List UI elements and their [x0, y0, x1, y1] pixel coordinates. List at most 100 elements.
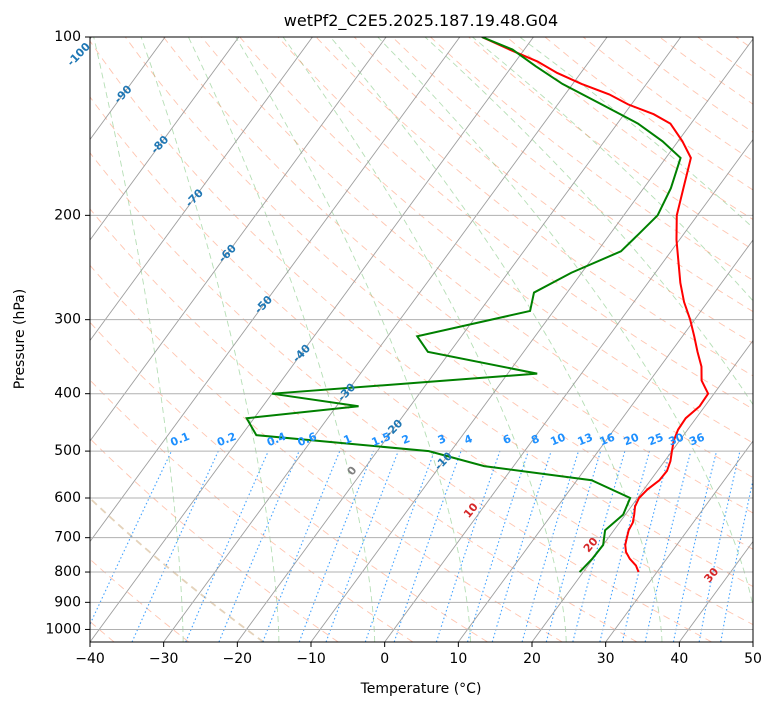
mixing-ratio-label: 13 — [576, 431, 595, 449]
mixing-ratio-line — [491, 450, 552, 642]
mixing-ratio-line — [572, 450, 626, 642]
isotherm-line — [90, 37, 387, 442]
moist-adiabat-line — [472, 37, 753, 302]
moist-adiabat-line — [282, 37, 567, 642]
mixing-ratio-line — [599, 450, 651, 642]
isotherm-line — [90, 37, 240, 241]
mixing-ratio-line — [698, 450, 741, 642]
isotherm-line — [90, 37, 534, 642]
isotherm-line — [90, 37, 461, 543]
x-tick-label: 40 — [670, 651, 688, 667]
mixing-ratio-line — [185, 450, 269, 642]
moist-adiabat-line — [140, 37, 280, 642]
mixing-ratio-label: 30 — [667, 430, 686, 448]
isotherm-label: -40 — [290, 342, 313, 366]
background-lines — [46, 37, 753, 642]
x-tick-label: 50 — [744, 651, 762, 667]
mixing-ratio-label: 0.6 — [296, 430, 319, 449]
mixing-ratio-label: 1 — [342, 432, 354, 447]
x-axis: −40 −30 −20 −10 0 10 20 30 40 50 — [75, 642, 762, 667]
mixing-ratio-line — [90, 450, 172, 626]
mixing-ratio-line — [621, 450, 671, 642]
y-tick-label: 700 — [54, 530, 81, 546]
isotherm-label: -50 — [252, 293, 275, 317]
moist-adiabat-line — [377, 37, 753, 609]
mixing-ratio-line — [262, 450, 341, 642]
dry-adiabat-line — [430, 37, 753, 281]
dry-adiabat-line — [90, 40, 753, 587]
dry-adiabat-line — [90, 152, 712, 642]
y-axis-label: Pressure (hPa) — [12, 289, 28, 389]
y-axis: 100 200 300 400 500 600 700 800 900 1000 — [45, 29, 90, 637]
isotherm-label: -90 — [111, 82, 134, 106]
dry-adiabat-line — [735, 37, 753, 50]
chart-title: wetPf2_C2E5.2025.187.19.48.G04 — [284, 11, 558, 31]
pressure-gridlines — [90, 37, 753, 630]
mixing-ratio-label: 16 — [598, 431, 617, 449]
isotherm-line — [752, 641, 753, 642]
moist-adiabat-line — [424, 37, 753, 406]
x-tick-label: 0 — [380, 651, 389, 667]
isotherm-line — [531, 339, 753, 642]
mixing-ratio-line — [644, 450, 692, 642]
dry-adiabat-line — [163, 37, 753, 514]
x-tick-label: 30 — [597, 651, 615, 667]
mixing-ratio-label: 8 — [529, 432, 541, 447]
x-axis-label: Temperature (°C) — [360, 681, 482, 697]
y-tick-label: 200 — [54, 207, 81, 223]
mixing-ratio-line — [325, 450, 399, 642]
y-tick-label: 900 — [54, 594, 81, 610]
dry-adiabat-label: 0 — [345, 464, 360, 478]
isotherm-line — [457, 239, 753, 642]
mixing-ratio-line — [720, 477, 753, 642]
mixing-ratio-label: 3 — [436, 432, 448, 447]
isotherm-label: -80 — [148, 133, 171, 157]
moist-adiabat-line — [93, 37, 184, 642]
dry-adiabat-line — [544, 37, 753, 191]
dry-adiabat-line — [277, 37, 753, 410]
dry-adiabat-line — [468, 37, 753, 251]
mixing-ratio-label: 4 — [462, 432, 474, 447]
x-tick-label: 10 — [449, 651, 467, 667]
mixing-ratio-labels: 0.1 0.2 0.4 0.6 1 1.5 2 3 4 6 8 10 13 16 20 25 30 36 — [169, 430, 707, 450]
mixing-ratio-line — [393, 450, 462, 642]
isotherm-label: -70 — [183, 186, 206, 210]
dewpoint-profile-line — [245, 37, 682, 573]
y-tick-label: 600 — [54, 490, 81, 506]
isotherm-label: -60 — [216, 242, 239, 266]
dry-adiabat-line — [124, 37, 753, 550]
y-tick-label: 500 — [54, 443, 81, 459]
temperature-profile-line — [481, 37, 710, 573]
x-tick-label: −30 — [149, 651, 179, 667]
mixing-ratio-label: 6 — [501, 432, 513, 447]
dry-adiabat-line — [353, 37, 753, 344]
dry-adiabat-line — [239, 37, 753, 444]
mixing-ratio-label: 36 — [687, 431, 706, 449]
x-tick-label: −40 — [75, 651, 105, 667]
isotherm-line — [310, 38, 753, 642]
mixing-ratio-line — [521, 450, 580, 642]
mixing-ratio-label: 0.4 — [265, 430, 288, 449]
mixing-ratio-line — [466, 450, 529, 642]
isotherm-line — [90, 37, 313, 342]
y-tick-label: 1000 — [45, 621, 81, 637]
moist-adiabat-line — [235, 37, 471, 642]
x-tick-label: −10 — [296, 651, 326, 667]
dry-adiabat-line — [697, 37, 753, 77]
y-tick-label: 400 — [54, 386, 81, 402]
mixing-ratio-label: 10 — [548, 431, 567, 449]
dry-adiabat-line — [90, 264, 563, 642]
mixing-ratio-line — [218, 450, 300, 642]
mixing-ratio-line — [435, 450, 501, 642]
mixing-ratio-line — [545, 450, 602, 642]
isotherm-line — [605, 440, 753, 642]
mixing-ratio-label: 0.1 — [169, 430, 192, 449]
moist-adiabat-line — [46, 37, 87, 642]
moist-adiabat-line — [519, 37, 753, 229]
mixing-ratio-line — [298, 450, 374, 642]
y-tick-label: 100 — [54, 29, 81, 45]
dry-adiabat-line — [90, 96, 753, 626]
x-tick-label: −20 — [223, 651, 253, 667]
isotherm-line — [236, 37, 682, 642]
